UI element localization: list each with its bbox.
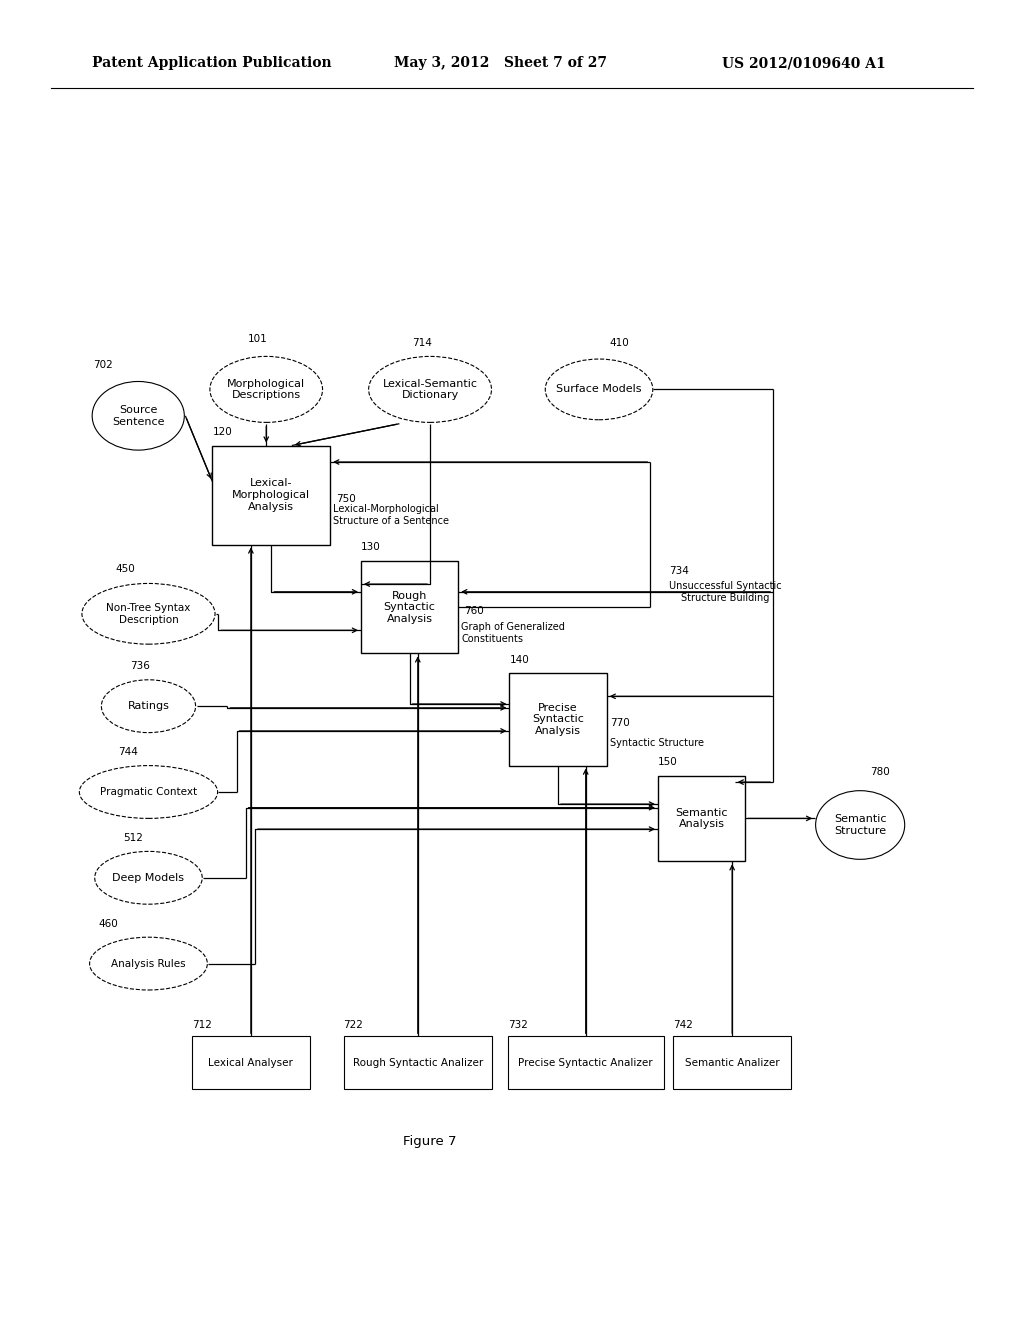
Text: 744: 744 bbox=[118, 747, 137, 758]
Text: 120: 120 bbox=[213, 426, 232, 437]
Text: Non-Tree Syntax
Description: Non-Tree Syntax Description bbox=[106, 603, 190, 624]
Text: 734: 734 bbox=[669, 566, 688, 577]
Text: Precise Syntactic Analizer: Precise Syntactic Analizer bbox=[518, 1057, 653, 1068]
FancyBboxPatch shape bbox=[213, 446, 330, 544]
FancyBboxPatch shape bbox=[510, 673, 606, 766]
Text: 760: 760 bbox=[465, 606, 484, 616]
Text: 750: 750 bbox=[336, 494, 356, 504]
Text: 512: 512 bbox=[123, 833, 142, 843]
Text: Morphological
Descriptions: Morphological Descriptions bbox=[227, 379, 305, 400]
Text: Semantic Analizer: Semantic Analizer bbox=[685, 1057, 779, 1068]
Text: Syntactic Structure: Syntactic Structure bbox=[610, 738, 703, 748]
FancyBboxPatch shape bbox=[343, 1036, 492, 1089]
Text: Rough Syntactic Analizer: Rough Syntactic Analizer bbox=[352, 1057, 483, 1068]
Text: 410: 410 bbox=[609, 338, 629, 348]
Text: Lexical-Semantic
Dictionary: Lexical-Semantic Dictionary bbox=[383, 379, 477, 400]
Text: 150: 150 bbox=[658, 756, 678, 767]
Text: 450: 450 bbox=[116, 564, 135, 574]
Text: Pragmatic Context: Pragmatic Context bbox=[100, 787, 197, 797]
Text: US 2012/0109640 A1: US 2012/0109640 A1 bbox=[722, 57, 886, 70]
Text: Semantic
Analysis: Semantic Analysis bbox=[675, 808, 728, 829]
Text: 460: 460 bbox=[98, 919, 118, 929]
FancyBboxPatch shape bbox=[361, 561, 459, 653]
Text: 130: 130 bbox=[361, 543, 381, 553]
FancyBboxPatch shape bbox=[508, 1036, 664, 1089]
Text: 714: 714 bbox=[412, 338, 431, 348]
Text: Source
Sentence: Source Sentence bbox=[112, 405, 165, 426]
Text: 702: 702 bbox=[93, 360, 113, 371]
Text: Lexical-Morphological
Structure of a Sentence: Lexical-Morphological Structure of a Sen… bbox=[334, 504, 450, 527]
FancyBboxPatch shape bbox=[193, 1036, 309, 1089]
FancyBboxPatch shape bbox=[674, 1036, 791, 1089]
Text: Patent Application Publication: Patent Application Publication bbox=[92, 57, 332, 70]
Text: 780: 780 bbox=[870, 767, 890, 777]
Text: Lexical-
Morphological
Analysis: Lexical- Morphological Analysis bbox=[232, 478, 310, 512]
Text: 712: 712 bbox=[193, 1020, 212, 1031]
Text: 722: 722 bbox=[343, 1020, 364, 1031]
Text: Graph of Generalized
Constituents: Graph of Generalized Constituents bbox=[461, 622, 565, 644]
Text: Lexical Analyser: Lexical Analyser bbox=[209, 1057, 293, 1068]
Text: Deep Models: Deep Models bbox=[113, 873, 184, 883]
Text: 742: 742 bbox=[674, 1020, 693, 1031]
Text: May 3, 2012   Sheet 7 of 27: May 3, 2012 Sheet 7 of 27 bbox=[394, 57, 607, 70]
Text: Rough
Syntactic
Analysis: Rough Syntactic Analysis bbox=[384, 590, 435, 624]
Text: 770: 770 bbox=[610, 718, 630, 729]
Text: 101: 101 bbox=[248, 334, 267, 345]
Text: Precise
Syntactic
Analysis: Precise Syntactic Analysis bbox=[532, 702, 584, 737]
Text: Surface Models: Surface Models bbox=[556, 384, 642, 395]
Text: 140: 140 bbox=[510, 655, 529, 665]
FancyBboxPatch shape bbox=[658, 776, 745, 861]
Text: 732: 732 bbox=[508, 1020, 527, 1031]
Text: Semantic
Structure: Semantic Structure bbox=[834, 814, 887, 836]
Text: Analysis Rules: Analysis Rules bbox=[112, 958, 185, 969]
Text: Unsuccessful Syntactic
Structure Building: Unsuccessful Syntactic Structure Buildin… bbox=[669, 581, 781, 603]
Text: 736: 736 bbox=[130, 661, 150, 672]
Text: Ratings: Ratings bbox=[128, 701, 169, 711]
Text: Figure 7: Figure 7 bbox=[403, 1135, 457, 1148]
